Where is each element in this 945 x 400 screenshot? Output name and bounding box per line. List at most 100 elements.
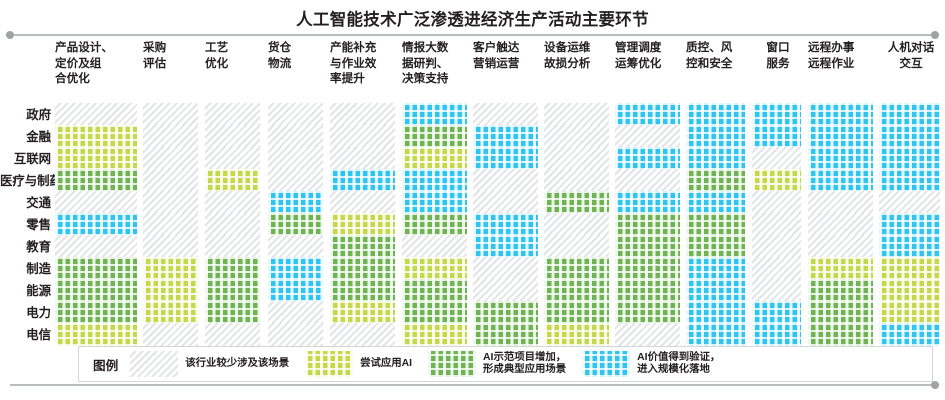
legend-item-scale[interactable]: AI价值得到验证， 进入规模化落地 (582, 351, 720, 377)
matrix-cell[interactable] (205, 257, 260, 280)
matrix-cell[interactable] (268, 235, 323, 258)
matrix-cell[interactable] (615, 301, 680, 324)
matrix-cell[interactable] (473, 235, 538, 258)
matrix-cell[interactable] (143, 191, 198, 214)
matrix-cell[interactable] (544, 213, 609, 236)
matrix-cell[interactable] (615, 235, 680, 258)
matrix-cell[interactable] (615, 213, 680, 236)
matrix-cell[interactable] (686, 147, 745, 170)
matrix-cell[interactable] (752, 169, 801, 192)
matrix-cell[interactable] (879, 279, 940, 302)
legend-item-try[interactable]: 尝试应用AI (305, 351, 412, 377)
matrix-cell[interactable] (55, 323, 137, 346)
matrix-cell[interactable] (143, 169, 198, 192)
matrix-cell[interactable] (752, 191, 801, 214)
matrix-cell[interactable] (330, 125, 395, 148)
matrix-cell[interactable] (808, 169, 873, 192)
matrix-cell[interactable] (808, 125, 873, 148)
matrix-cell[interactable] (402, 235, 467, 258)
matrix-cell[interactable] (268, 191, 323, 214)
matrix-cell[interactable] (205, 103, 260, 126)
matrix-cell[interactable] (808, 191, 873, 214)
matrix-cell[interactable] (686, 213, 745, 236)
matrix-cell[interactable] (143, 125, 198, 148)
matrix-cell[interactable] (752, 323, 801, 346)
matrix-cell[interactable] (473, 125, 538, 148)
matrix-cell[interactable] (143, 213, 198, 236)
matrix-cell[interactable] (808, 301, 873, 324)
matrix-cell[interactable] (402, 257, 467, 280)
matrix-cell[interactable] (268, 301, 323, 324)
matrix-cell[interactable] (544, 257, 609, 280)
matrix-cell[interactable] (879, 169, 940, 192)
matrix-cell[interactable] (473, 169, 538, 192)
legend-item-demo[interactable]: AI示范项目增加， 形成典型应用场景 (428, 351, 566, 377)
matrix-cell[interactable] (752, 257, 801, 280)
matrix-cell[interactable] (143, 147, 198, 170)
matrix-cell[interactable] (143, 257, 198, 280)
matrix-cell[interactable] (268, 125, 323, 148)
matrix-cell[interactable] (686, 279, 745, 302)
matrix-cell[interactable] (879, 323, 940, 346)
matrix-cell[interactable] (615, 169, 680, 192)
matrix-cell[interactable] (808, 323, 873, 346)
matrix-cell[interactable] (686, 323, 745, 346)
matrix-cell[interactable] (330, 279, 395, 302)
matrix-cell[interactable] (402, 279, 467, 302)
matrix-cell[interactable] (402, 147, 467, 170)
matrix-cell[interactable] (686, 257, 745, 280)
matrix-cell[interactable] (544, 169, 609, 192)
matrix-cell[interactable] (205, 191, 260, 214)
matrix-cell[interactable] (544, 301, 609, 324)
matrix-cell[interactable] (752, 279, 801, 302)
matrix-cell[interactable] (879, 301, 940, 324)
matrix-cell[interactable] (55, 191, 137, 214)
matrix-cell[interactable] (615, 147, 680, 170)
matrix-cell[interactable] (544, 125, 609, 148)
matrix-cell[interactable] (879, 147, 940, 170)
matrix-cell[interactable] (205, 301, 260, 324)
matrix-cell[interactable] (879, 125, 940, 148)
matrix-cell[interactable] (402, 191, 467, 214)
matrix-cell[interactable] (752, 125, 801, 148)
matrix-cell[interactable] (752, 103, 801, 126)
matrix-cell[interactable] (879, 257, 940, 280)
matrix-cell[interactable] (268, 147, 323, 170)
matrix-cell[interactable] (615, 257, 680, 280)
matrix-cell[interactable] (330, 213, 395, 236)
matrix-cell[interactable] (473, 301, 538, 324)
matrix-cell[interactable] (268, 257, 323, 280)
matrix-cell[interactable] (330, 235, 395, 258)
matrix-cell[interactable] (808, 257, 873, 280)
matrix-cell[interactable] (205, 213, 260, 236)
matrix-cell[interactable] (205, 125, 260, 148)
matrix-cell[interactable] (615, 191, 680, 214)
matrix-cell[interactable] (808, 147, 873, 170)
matrix-cell[interactable] (55, 279, 137, 302)
matrix-cell[interactable] (544, 147, 609, 170)
matrix-cell[interactable] (55, 125, 137, 148)
matrix-cell[interactable] (615, 323, 680, 346)
matrix-cell[interactable] (544, 191, 609, 214)
matrix-cell[interactable] (402, 169, 467, 192)
matrix-cell[interactable] (808, 103, 873, 126)
matrix-cell[interactable] (268, 213, 323, 236)
matrix-cell[interactable] (686, 235, 745, 258)
matrix-cell[interactable] (143, 279, 198, 302)
matrix-cell[interactable] (686, 103, 745, 126)
matrix-cell[interactable] (808, 213, 873, 236)
matrix-cell[interactable] (473, 147, 538, 170)
matrix-cell[interactable] (55, 235, 137, 258)
matrix-cell[interactable] (143, 323, 198, 346)
matrix-cell[interactable] (686, 169, 745, 192)
matrix-cell[interactable] (330, 169, 395, 192)
matrix-cell[interactable] (55, 147, 137, 170)
matrix-cell[interactable] (205, 169, 260, 192)
matrix-cell[interactable] (268, 103, 323, 126)
matrix-cell[interactable] (544, 279, 609, 302)
matrix-cell[interactable] (544, 103, 609, 126)
matrix-cell[interactable] (752, 301, 801, 324)
matrix-cell[interactable] (544, 235, 609, 258)
matrix-cell[interactable] (330, 191, 395, 214)
matrix-cell[interactable] (752, 235, 801, 258)
